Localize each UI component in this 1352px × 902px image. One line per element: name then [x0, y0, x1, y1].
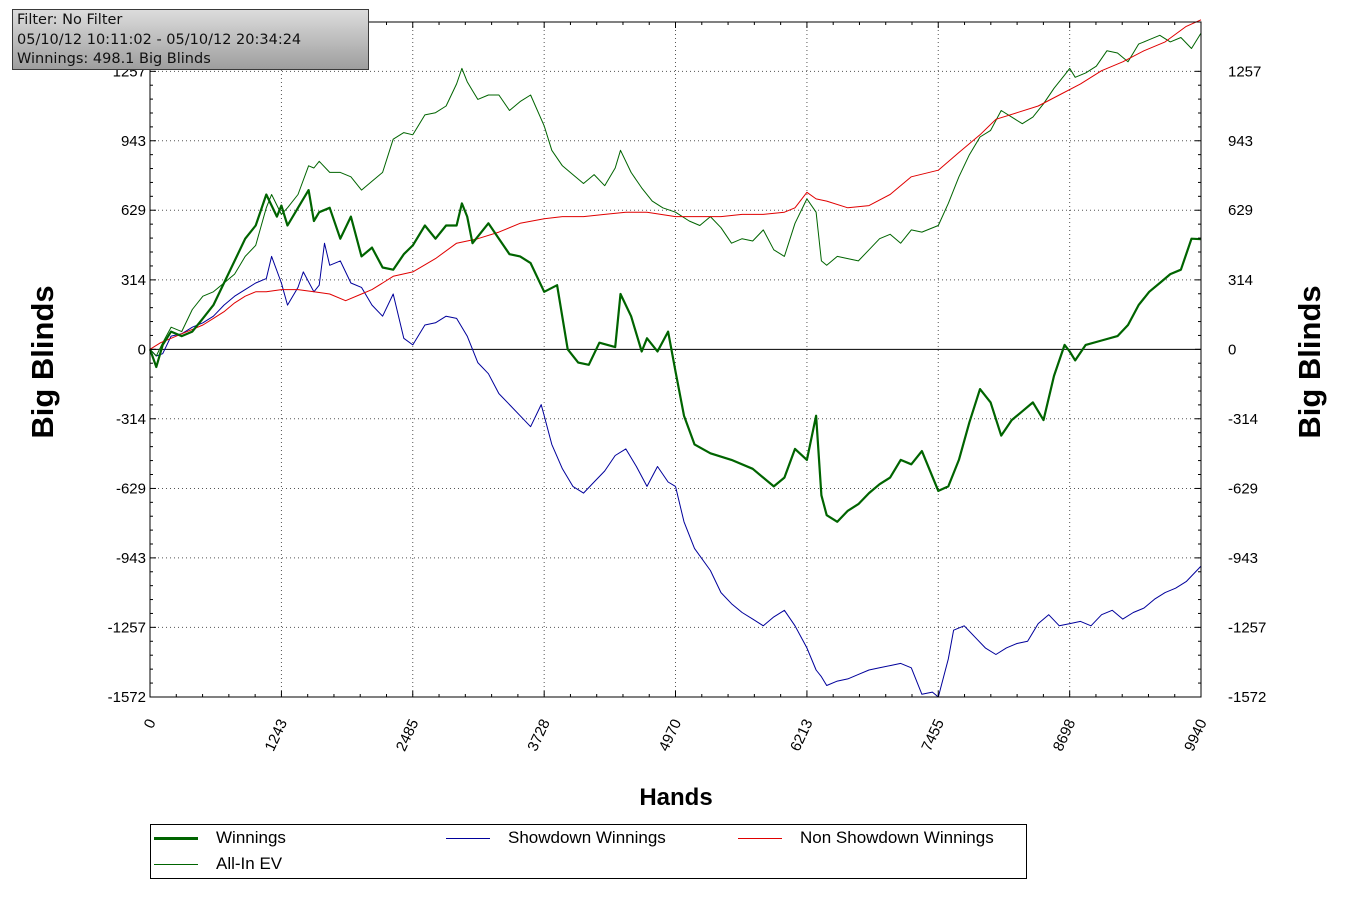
x-tick-label: 1243 [262, 717, 292, 754]
legend-label-winnings: Winnings [216, 828, 286, 847]
y-tick-label-right: -629 [1228, 480, 1258, 497]
y-tick-label-right: -314 [1228, 411, 1258, 428]
series-line-non-showdown-winnings [149, 19, 1202, 350]
y-axis-title-right: Big Blinds [1292, 285, 1327, 438]
y-tick-label-left: -1572 [108, 689, 146, 706]
legend-item-winnings: Winnings [154, 828, 286, 848]
legend-item-showdown: Showdown Winnings [446, 828, 666, 848]
x-axis-labels: 0 1243 2485 3728 4970 6213 7455 8698 9940 [141, 717, 1211, 754]
winnings-label: Winnings: 498.1 Big Blinds [17, 51, 211, 67]
x-tick-label: 0 [141, 717, 160, 732]
legend-item-non-showdown: Non Showdown Winnings [738, 828, 994, 848]
axis-ticks [149, 22, 1202, 698]
legend: Winnings Showdown Winnings Non Showdown … [150, 824, 1027, 879]
y-tick-label-left: 0 [138, 341, 146, 358]
legend-swatch-allin-ev [154, 863, 198, 865]
legend-item-allin-ev: All-In EV [154, 854, 282, 874]
legend-label-allin-ev: All-In EV [216, 854, 283, 873]
x-tick-label: 7455 [918, 717, 948, 754]
series-line-showdown-winnings [149, 242, 1202, 698]
legend-swatch-non-showdown [738, 837, 782, 839]
x-tick-label: 4970 [656, 717, 686, 754]
x-tick-label: 9940 [1181, 717, 1211, 754]
y-axis-title-left: Big Blinds [25, 285, 60, 438]
y-tick-label-left: 314 [121, 272, 146, 289]
y-tick-label-left: -314 [116, 411, 146, 428]
y-tick-label-left: 629 [121, 202, 146, 219]
plot-frame [149, 21, 1202, 698]
y-tick-label-left: 943 [121, 133, 146, 150]
y-tick-label-right: 943 [1228, 133, 1253, 150]
series-layer [148, 19, 1202, 698]
x-tick-label: 8698 [1050, 717, 1080, 754]
y-tick-label-left: -943 [116, 550, 146, 567]
x-axis-title: Hands [639, 784, 712, 811]
filter-label: Filter: No Filter [17, 12, 123, 28]
legend-label-non-showdown: Non Showdown Winnings [800, 828, 994, 847]
series-line-winnings [148, 189, 1202, 523]
y-tick-label-left: -629 [116, 480, 146, 497]
series-line-all-in-ev [149, 32, 1202, 357]
x-tick-label: 6213 [787, 717, 817, 754]
y-axis-right-labels: 1257 943 629 314 0 -314 -629 -943 -1257 -1572 [1228, 63, 1266, 706]
y-tick-label-right: -943 [1228, 550, 1258, 567]
y-tick-label-right: 1257 [1228, 63, 1261, 80]
x-tick-label: 3728 [524, 717, 554, 754]
y-tick-label-left: -1257 [108, 619, 146, 636]
x-tick-label: 2485 [393, 717, 423, 754]
legend-swatch-showdown [446, 837, 490, 839]
legend-swatch-winnings [154, 836, 198, 840]
y-tick-label-right: -1257 [1228, 619, 1266, 636]
date-range-label: 05/10/12 10:11:02 - 05/10/12 20:34:24 [17, 31, 302, 48]
y-tick-label-right: 629 [1228, 202, 1253, 219]
y-tick-label-right: 0 [1228, 341, 1236, 358]
info-box: Filter: No Filter 05/10/12 10:11:02 - 05… [12, 9, 369, 70]
grid-lines [150, 22, 1201, 698]
y-tick-label-right: 314 [1228, 272, 1253, 289]
legend-label-showdown: Showdown Winnings [508, 828, 666, 847]
y-tick-label-right: -1572 [1228, 689, 1266, 706]
